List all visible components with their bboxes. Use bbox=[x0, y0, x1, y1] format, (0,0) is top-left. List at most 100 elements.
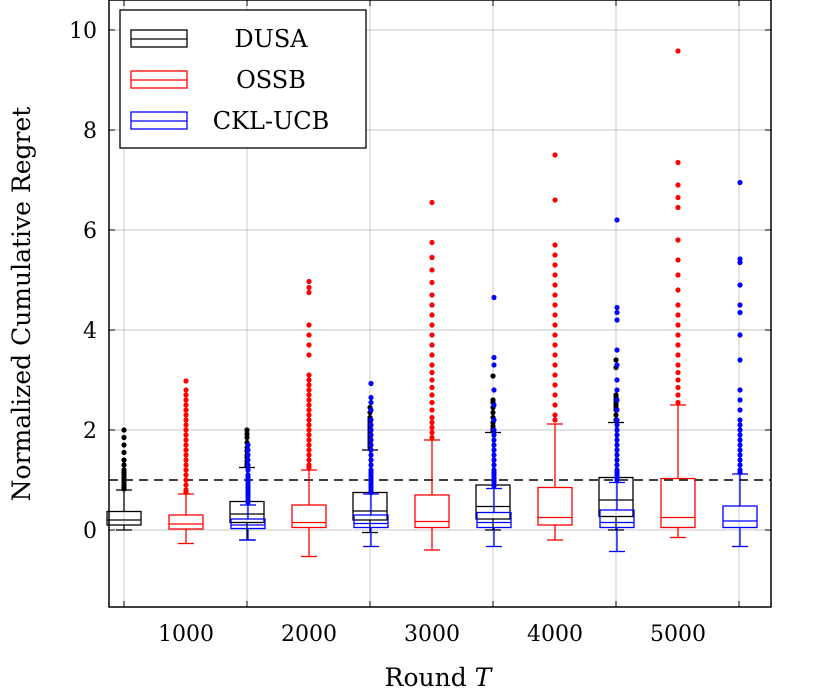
outlier-point bbox=[183, 412, 189, 418]
outlier-point bbox=[675, 257, 681, 263]
outlier-point bbox=[491, 294, 497, 301]
outlier-point bbox=[183, 477, 189, 483]
outlier-point bbox=[183, 378, 189, 384]
outlier-point bbox=[491, 427, 497, 433]
outlier-point bbox=[429, 434, 435, 441]
y-tick-label: 4 bbox=[83, 319, 97, 344]
outlier-point bbox=[121, 427, 127, 433]
outlier-point bbox=[306, 284, 312, 291]
outlier-point bbox=[614, 442, 620, 448]
iqr-box bbox=[722, 505, 758, 529]
outlier-point bbox=[675, 182, 681, 188]
outlier-point bbox=[675, 194, 681, 201]
outlier-point bbox=[614, 387, 620, 393]
outlier-point bbox=[737, 309, 743, 316]
box-1000 bbox=[230, 442, 266, 541]
outlier-point bbox=[121, 442, 127, 448]
outlier-point bbox=[737, 447, 743, 453]
outlier-point bbox=[306, 432, 312, 438]
outlier-point bbox=[675, 272, 681, 278]
y-tick-label: 0 bbox=[83, 519, 97, 544]
outlier-point bbox=[675, 332, 681, 338]
box-4000 bbox=[537, 152, 573, 541]
outlier-point bbox=[368, 380, 374, 387]
outlier-point bbox=[306, 322, 312, 328]
outlier-point bbox=[121, 449, 127, 456]
outlier-point bbox=[183, 447, 189, 453]
outlier-point bbox=[368, 442, 374, 448]
outlier-point bbox=[614, 362, 620, 368]
outlier-point bbox=[614, 407, 620, 413]
outlier-point bbox=[429, 199, 435, 206]
outlier-point bbox=[368, 427, 374, 433]
outlier-point bbox=[737, 179, 743, 186]
outlier-point bbox=[614, 377, 620, 383]
outlier-point bbox=[614, 397, 620, 403]
outlier-point bbox=[183, 482, 189, 488]
outlier-point bbox=[552, 262, 558, 268]
box-2000 bbox=[291, 278, 327, 558]
outlier-point bbox=[491, 447, 497, 453]
outlier-point bbox=[737, 387, 743, 393]
outlier-point bbox=[737, 442, 743, 448]
outlier-point bbox=[614, 462, 620, 468]
outlier-point bbox=[306, 387, 312, 393]
outlier-point bbox=[552, 417, 558, 423]
iqr-box bbox=[537, 486, 573, 526]
outlier-point bbox=[306, 437, 312, 443]
legend-label: DUSA bbox=[234, 25, 308, 53]
outlier-point bbox=[368, 457, 374, 463]
outlier-point bbox=[306, 289, 312, 296]
iqr-box bbox=[353, 514, 389, 529]
outlier-point bbox=[737, 332, 743, 338]
outlier-point bbox=[675, 369, 681, 376]
outlier-point bbox=[183, 467, 189, 473]
outlier-point bbox=[737, 467, 743, 473]
iqr-box bbox=[476, 511, 512, 529]
outlier-point bbox=[675, 377, 681, 383]
outlier-point bbox=[675, 159, 681, 166]
outlier-point bbox=[737, 302, 743, 308]
iqr-box bbox=[660, 477, 696, 529]
outlier-point bbox=[491, 467, 497, 473]
outlier-point bbox=[183, 442, 189, 448]
outlier-point bbox=[552, 412, 558, 418]
outlier-point bbox=[490, 409, 496, 416]
x-tick-label: 4000 bbox=[527, 622, 583, 647]
outlier-point bbox=[737, 457, 743, 463]
outlier-point bbox=[244, 427, 250, 433]
outlier-point bbox=[429, 267, 435, 273]
outlier-point bbox=[675, 352, 681, 358]
outlier-point bbox=[737, 397, 743, 403]
outlier-point bbox=[306, 457, 312, 463]
outlier-point bbox=[552, 342, 558, 348]
outlier-point bbox=[491, 452, 497, 458]
x-tick-label: 3000 bbox=[404, 622, 460, 647]
outlier-point bbox=[429, 342, 435, 348]
outlier-point bbox=[183, 427, 189, 433]
outlier-point bbox=[121, 434, 127, 441]
outlier-point bbox=[306, 372, 312, 378]
outlier-point bbox=[306, 462, 312, 468]
outlier-point bbox=[306, 402, 312, 408]
outlier-point bbox=[245, 467, 251, 473]
outlier-point bbox=[429, 332, 435, 338]
outlier-point bbox=[306, 422, 312, 428]
outlier-point bbox=[183, 417, 189, 423]
outlier-point bbox=[675, 48, 681, 54]
outlier-point bbox=[429, 312, 435, 318]
outlier-point bbox=[429, 377, 435, 383]
y-tick-label: 10 bbox=[69, 19, 97, 44]
outlier-point bbox=[429, 362, 435, 368]
box-5000 bbox=[722, 179, 758, 548]
legend-label: CKL-UCB bbox=[213, 107, 330, 135]
outlier-point bbox=[552, 302, 558, 308]
outlier-point bbox=[675, 399, 681, 406]
outlier-point bbox=[614, 457, 620, 463]
outlier-point bbox=[614, 467, 620, 473]
outlier-point bbox=[491, 402, 497, 408]
tick-layer: 0 2 4 6 8 10 1000 2000 3000 4000 5000 bbox=[69, 0, 771, 647]
box-1000 bbox=[168, 378, 204, 545]
outlier-point bbox=[429, 429, 435, 436]
outlier-point bbox=[121, 457, 127, 463]
